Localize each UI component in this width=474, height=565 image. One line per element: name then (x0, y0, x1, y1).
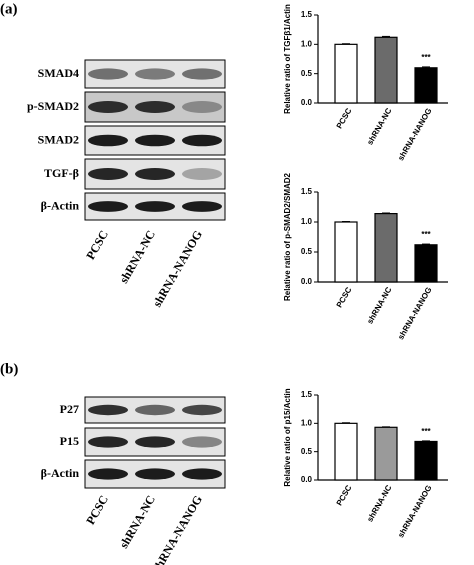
blot-band (88, 68, 128, 80)
x-tick-label: PCSC (335, 106, 354, 130)
y-tick-label: 0.0 (301, 475, 313, 484)
y-tick-label: 1.0 (301, 418, 313, 427)
bar (334, 43, 358, 104)
lane-label: shRNA-NANOG (150, 228, 205, 309)
blot-row-label: p-SMAD2 (27, 99, 79, 113)
x-tick-label: shRNA-NC (365, 106, 393, 146)
lane-label: PCSC (83, 493, 111, 527)
y-axis-label: Relative ratio of TGFβ1/Actin (283, 4, 292, 114)
blot-band (88, 101, 128, 113)
blot-band (135, 468, 175, 480)
bar (374, 426, 398, 481)
x-tick-label: shRNA-NANOG (396, 286, 433, 342)
y-tick-label: 0.5 (301, 69, 313, 78)
blot-band (88, 436, 128, 448)
x-tick-label: PCSC (335, 483, 354, 507)
blot-band (182, 134, 222, 147)
bar (334, 221, 358, 283)
blot-band (88, 404, 128, 416)
y-tick-label: 1.0 (301, 217, 313, 226)
blot-band (182, 468, 222, 480)
y-tick-label: 0.0 (301, 98, 313, 107)
blot-band (135, 68, 175, 80)
blot-band (182, 201, 222, 212)
y-tick-label: 1.0 (301, 39, 313, 48)
blot-band (182, 436, 222, 448)
blot-band (182, 68, 222, 80)
blot-band (135, 436, 175, 448)
bar (334, 422, 358, 481)
blot-row-label: SMAD4 (38, 66, 79, 80)
y-axis-label: Relative ratio of p15/Actin (283, 388, 292, 486)
bar (414, 440, 438, 481)
blot-band (182, 404, 222, 416)
x-tick-label: shRNA-NANOG (396, 484, 433, 540)
lane-label: shRNA-NANOG (150, 493, 205, 565)
x-tick-label: shRNA-NANOG (396, 107, 433, 163)
blot-band (88, 468, 128, 480)
y-tick-label: 0.0 (301, 277, 313, 286)
blot-band (135, 168, 175, 180)
blot-band (135, 404, 175, 416)
blot-row-label: P27 (60, 402, 79, 416)
significance: *** (421, 230, 431, 239)
y-axis-label: Relative ratio of p-SMAD2/SMAD2 (283, 172, 292, 301)
y-tick-label: 0.5 (301, 447, 313, 456)
lane-label: shRNA-NC (117, 493, 158, 551)
blot-band (182, 101, 222, 113)
blot-band (135, 101, 175, 113)
panel-label: (b) (0, 361, 18, 377)
blot-row-label: β-Actin (41, 198, 80, 212)
blot-row-label: β-Actin (41, 466, 80, 480)
blot-band (135, 134, 175, 147)
blot-band (88, 134, 128, 147)
x-tick-label: PCSC (335, 285, 354, 309)
bar (414, 67, 438, 104)
bar (414, 244, 438, 283)
x-tick-label: shRNA-NC (365, 285, 393, 325)
x-tick-label: shRNA-NC (365, 483, 393, 523)
y-tick-label: 1.5 (301, 187, 313, 196)
panel-label: (a) (0, 1, 18, 17)
bar (374, 36, 398, 104)
blot-band (182, 168, 222, 180)
y-tick-label: 1.5 (301, 10, 313, 19)
y-tick-label: 0.5 (301, 247, 313, 256)
bar (374, 213, 398, 283)
significance: *** (421, 427, 431, 436)
blot-band (135, 201, 175, 212)
y-tick-label: 1.5 (301, 390, 313, 399)
blot-band (88, 201, 128, 212)
significance: *** (421, 53, 431, 62)
blot-row-label: TGF-β (44, 166, 79, 180)
blot-row-label: P15 (60, 434, 79, 448)
lane-label: PCSC (83, 228, 111, 262)
lane-label: shRNA-NC (117, 228, 158, 286)
blot-band (88, 168, 128, 180)
blot-row-label: SMAD2 (38, 132, 79, 146)
